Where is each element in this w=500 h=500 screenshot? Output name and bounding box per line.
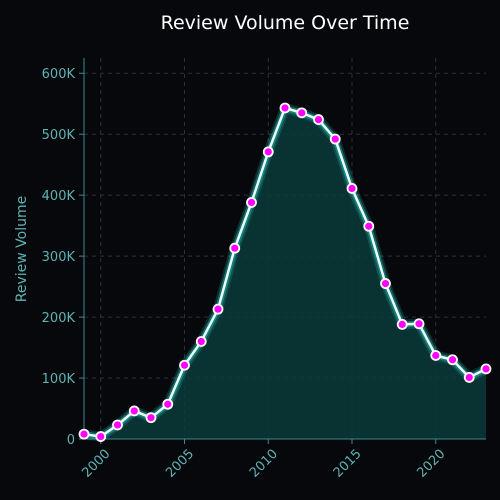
data-point	[95, 431, 107, 442]
data-point	[480, 363, 492, 375]
data-point	[112, 419, 123, 431]
x-tick-label: 2010	[247, 447, 281, 481]
data-point	[413, 318, 425, 330]
axes	[79, 58, 486, 444]
data-point	[296, 107, 308, 119]
data-point	[212, 303, 224, 315]
y-tick-label: 400K	[42, 189, 76, 204]
data-point	[380, 278, 391, 289]
data-point	[430, 350, 442, 361]
data-point	[363, 220, 375, 232]
y-tick-label: 0	[67, 433, 75, 448]
data-point	[346, 183, 358, 194]
data-point	[145, 412, 157, 424]
area-fill	[84, 107, 486, 440]
y-tick-labels: 0 100K 200K 300K 400K 500K 600K	[42, 67, 76, 448]
data-point	[329, 133, 341, 145]
data-point	[246, 197, 257, 208]
y-tick-label: 500K	[42, 128, 76, 143]
data-point	[279, 102, 291, 114]
x-tick-label: 2000	[79, 447, 113, 481]
data-point	[447, 354, 458, 366]
data-point	[78, 428, 90, 440]
chart-title: Review Volume Over Time	[161, 12, 410, 34]
x-tick-label: 2005	[163, 447, 197, 481]
data-point	[396, 318, 408, 330]
area-fill-layer	[84, 107, 486, 440]
data-point	[195, 336, 207, 347]
y-axis-title: Review Volume	[14, 196, 30, 302]
data-point	[162, 398, 174, 410]
data-point	[262, 146, 274, 158]
x-tick-labels: 2000 2005 2010 2015 2020	[79, 447, 448, 481]
y-tick-label: 200K	[42, 311, 76, 326]
data-point	[179, 359, 190, 371]
x-tick-label: 2015	[331, 447, 365, 481]
x-tick-label: 2020	[414, 447, 448, 481]
y-tick-label: 600K	[42, 67, 76, 82]
y-tick-label: 100K	[42, 372, 76, 387]
data-point	[128, 405, 140, 417]
data-point	[463, 372, 475, 383]
data-point	[313, 114, 324, 125]
data-points	[78, 102, 492, 442]
data-point	[229, 242, 241, 254]
y-tick-label: 300K	[42, 250, 76, 265]
